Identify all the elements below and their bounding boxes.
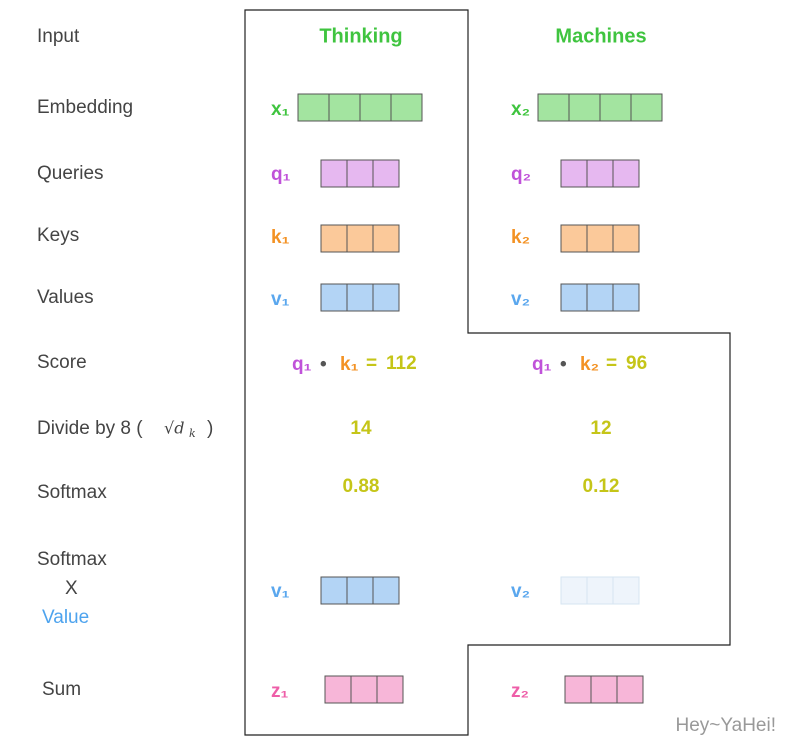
row-label: Keys [37, 225, 79, 246]
softmax-score: 0.88 [343, 476, 380, 497]
row-label: ) [207, 418, 213, 439]
score-k: k₂ [580, 354, 599, 375]
query-label: q₁ [271, 164, 291, 185]
softmax-score: 0.12 [583, 476, 620, 497]
row-label: Queries [37, 163, 104, 184]
vector-cell [372, 224, 400, 253]
output-label: z₁ [271, 681, 289, 702]
output-label: z₂ [511, 681, 529, 702]
vector-cell [372, 283, 400, 312]
row-label: Embedding [37, 97, 133, 118]
vector-cell [586, 576, 614, 605]
vector-cell [590, 675, 618, 704]
vector-cell [320, 159, 348, 188]
vector-cell [616, 675, 644, 704]
row-label: X [65, 578, 78, 599]
vector-cell [372, 159, 400, 188]
vector-cell [346, 576, 374, 605]
score: 96 [626, 353, 647, 374]
vector-cell [390, 93, 423, 122]
embedding-label: x₂ [511, 99, 530, 120]
divided-score: 12 [590, 418, 611, 439]
row-labels: Input Embedding Queries Keys Values Scor… [37, 26, 213, 700]
vector-cell [560, 224, 588, 253]
vector-cell [560, 576, 588, 605]
vector-cell [612, 159, 640, 188]
score-k: k₁ [340, 354, 359, 375]
vector-cell [564, 675, 592, 704]
key-label: k₁ [271, 227, 290, 248]
vector-cell [537, 93, 570, 122]
vector-cell [599, 93, 632, 122]
score-q: q₁ [532, 354, 552, 375]
score-eq: = [366, 353, 377, 374]
row-label: Value [42, 607, 89, 628]
score: 112 [386, 353, 417, 374]
vector-cell [612, 576, 640, 605]
row-label: Softmax [37, 482, 107, 503]
vector-cell [320, 576, 348, 605]
word: Machines [555, 25, 646, 47]
word: Thinking [319, 25, 402, 47]
row-label: Score [37, 352, 87, 373]
vector-cell [560, 283, 588, 312]
vector-cell [346, 283, 374, 312]
row-label: Softmax [37, 549, 107, 570]
vector-cell [372, 576, 400, 605]
vector-cell [346, 159, 374, 188]
sqrt: √d [164, 419, 184, 438]
vector-cell [612, 283, 640, 312]
row-label: Sum [42, 679, 81, 700]
vector-cell [586, 224, 614, 253]
score-q: q₁ [292, 354, 312, 375]
divided-score: 14 [350, 418, 372, 439]
value-label: v₁ [271, 289, 290, 310]
key-label: k₂ [511, 227, 530, 248]
vector-cell [586, 283, 614, 312]
watermark: Hey~YaHei! [675, 715, 776, 736]
vector-cell [320, 224, 348, 253]
vector-cell [586, 159, 614, 188]
vector-cell [328, 93, 361, 122]
vector-cell [320, 283, 348, 312]
vector-cell [324, 675, 352, 704]
weighted-value-label: v₁ [271, 581, 290, 602]
score-dot: • [560, 354, 567, 375]
vector-cell [568, 93, 601, 122]
query-label: q₂ [511, 164, 531, 185]
score-dot: • [320, 354, 327, 375]
value-label: v₂ [511, 289, 530, 310]
vector-cell [359, 93, 392, 122]
vector-cell [560, 159, 588, 188]
outline [244, 9, 731, 736]
score-eq: = [606, 353, 617, 374]
sqrt-sub: k [189, 427, 196, 440]
weighted-value-label: v₂ [511, 581, 530, 602]
vector-cell [376, 675, 404, 704]
vector-cell [346, 224, 374, 253]
vector-cell [612, 224, 640, 253]
vector-cell [350, 675, 378, 704]
row-label: Input [37, 26, 80, 47]
vector-cell [630, 93, 663, 122]
embedding-label: x₁ [271, 99, 290, 120]
vector-cell [297, 93, 330, 122]
row-label: Values [37, 287, 94, 308]
row-label: Divide by 8 ( [37, 418, 143, 439]
